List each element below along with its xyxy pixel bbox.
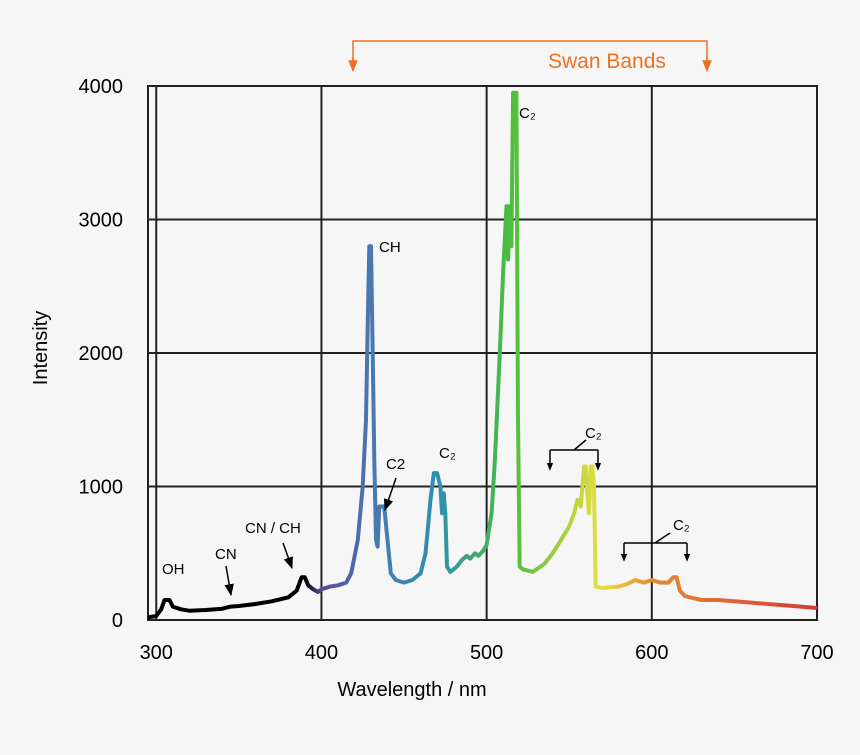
y-tick-label: 2000	[79, 343, 124, 365]
x-tick-label: 600	[635, 642, 668, 664]
annotation: C₂	[585, 425, 602, 442]
annotation: CN	[215, 546, 237, 563]
x-tick-label: 300	[140, 642, 173, 664]
y-tick-label: 4000	[79, 76, 124, 98]
ticks: 300 400 500 600 700 0 1000 2000 3000 4000	[79, 76, 834, 664]
annotation: C2	[386, 456, 405, 473]
bracket	[549, 439, 599, 468]
annotation: OH	[162, 561, 185, 578]
y-axis-label: Intensity	[30, 311, 52, 385]
annotation: CH	[379, 239, 401, 256]
annotation: CN / CH	[245, 520, 301, 537]
annotation: C₂	[519, 105, 536, 122]
arrow	[224, 565, 234, 597]
annotation: Swan Bands	[548, 50, 666, 73]
x-tick-label: 500	[470, 642, 503, 664]
plot-frame	[147, 85, 818, 621]
annotation: C₂	[439, 445, 456, 462]
x-tick-label: 400	[305, 642, 338, 664]
arrow	[383, 477, 397, 512]
y-tick-label: 0	[112, 610, 123, 632]
y-tick-label: 1000	[79, 477, 124, 499]
annotation: C₂	[673, 517, 690, 534]
bracket	[623, 532, 688, 556]
y-tick-label: 3000	[79, 210, 124, 232]
x-tick-label: 700	[800, 642, 833, 664]
arrow	[282, 542, 293, 570]
swan-bracket	[352, 40, 708, 70]
x-axis-label: Wavelength / nm	[337, 679, 486, 701]
grid	[148, 85, 818, 621]
spectrum-line	[147, 90, 818, 620]
